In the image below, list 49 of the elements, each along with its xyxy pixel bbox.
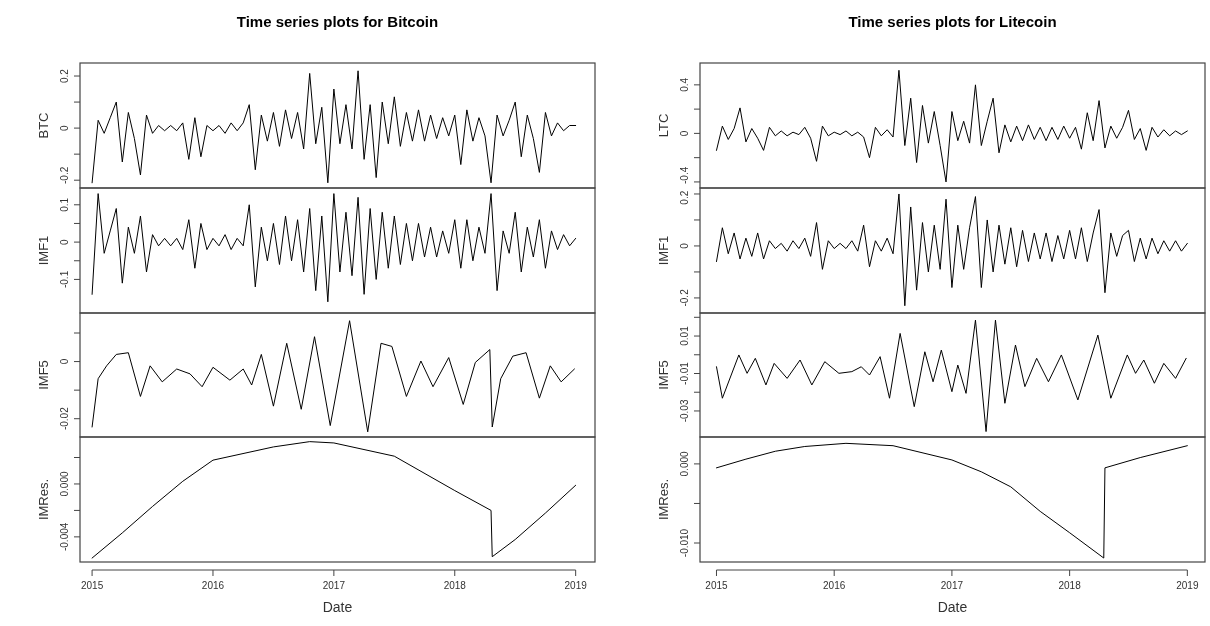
y-tick-label: 0: [679, 130, 690, 137]
y-tick-label: 0.2: [679, 190, 690, 205]
line-series: [715, 319, 1187, 433]
x-tick-label: 2017: [940, 580, 964, 591]
x-tick-label: 2018: [1058, 580, 1082, 591]
line-series: [91, 441, 577, 559]
y-axis-title: IMF1: [656, 235, 671, 266]
y-axis-title: IMF1: [36, 235, 51, 266]
y-tick-label: 0.1: [59, 197, 70, 212]
x-tick-label: 2016: [201, 580, 225, 591]
x-tick-label: 2016: [823, 580, 846, 591]
y-tick-label: -0.02: [59, 406, 70, 431]
y-tick-label: 0: [59, 124, 70, 131]
y-axis-title: IMRes.: [36, 478, 51, 521]
x-tick-label: 2015: [705, 580, 729, 591]
x-tick-label: 2019: [1176, 580, 1199, 591]
y-tick-label: 0.000: [59, 471, 70, 497]
y-tick-label: -0.2: [679, 288, 690, 307]
line-series: [91, 320, 575, 433]
y-tick-label: -0.2: [59, 166, 70, 185]
y-tick-label: 0.000: [679, 450, 690, 477]
y-tick-label: 0.01: [679, 325, 690, 346]
x-tick-label: 2015: [80, 580, 104, 591]
chart-title: Time series plots for Bitcoin: [236, 13, 439, 30]
x-axis-title: Date: [937, 599, 968, 615]
chart-title: Time series plots for Litecoin: [848, 13, 1057, 30]
y-axis-title: LTC: [656, 113, 671, 138]
y-tick-label: -0.010: [679, 528, 690, 558]
x-tick-label: 2019: [564, 580, 588, 591]
x-tick-label: 2017: [322, 580, 346, 591]
line-series: [715, 193, 1188, 307]
y-axis-title: IMF5: [36, 360, 51, 390]
y-tick-label: -0.004: [59, 522, 70, 552]
line-series: [91, 193, 577, 303]
y-tick-label: 0: [679, 242, 690, 249]
y-tick-label: 0.2: [59, 68, 70, 83]
y-tick-label: -0.1: [59, 270, 70, 289]
x-axis-title: Date: [322, 599, 353, 615]
line-series: [715, 442, 1188, 559]
y-tick-label: 0: [59, 238, 70, 245]
y-axis-title: IMRes.: [656, 478, 671, 521]
y-tick-label: -0.4: [679, 166, 690, 185]
y-tick-label: 0.4: [679, 77, 690, 92]
y-tick-label: -0.01: [679, 361, 690, 385]
x-tick-label: 2018: [443, 580, 467, 591]
y-axis-title: BTC: [36, 112, 51, 139]
y-tick-label: 0: [59, 358, 70, 365]
y-tick-label: -0.03: [679, 399, 690, 423]
y-axis-title: IMF5: [656, 360, 671, 390]
